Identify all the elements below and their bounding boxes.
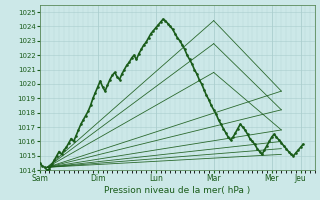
X-axis label: Pression niveau de la mer( hPa ): Pression niveau de la mer( hPa ) [104,186,251,195]
